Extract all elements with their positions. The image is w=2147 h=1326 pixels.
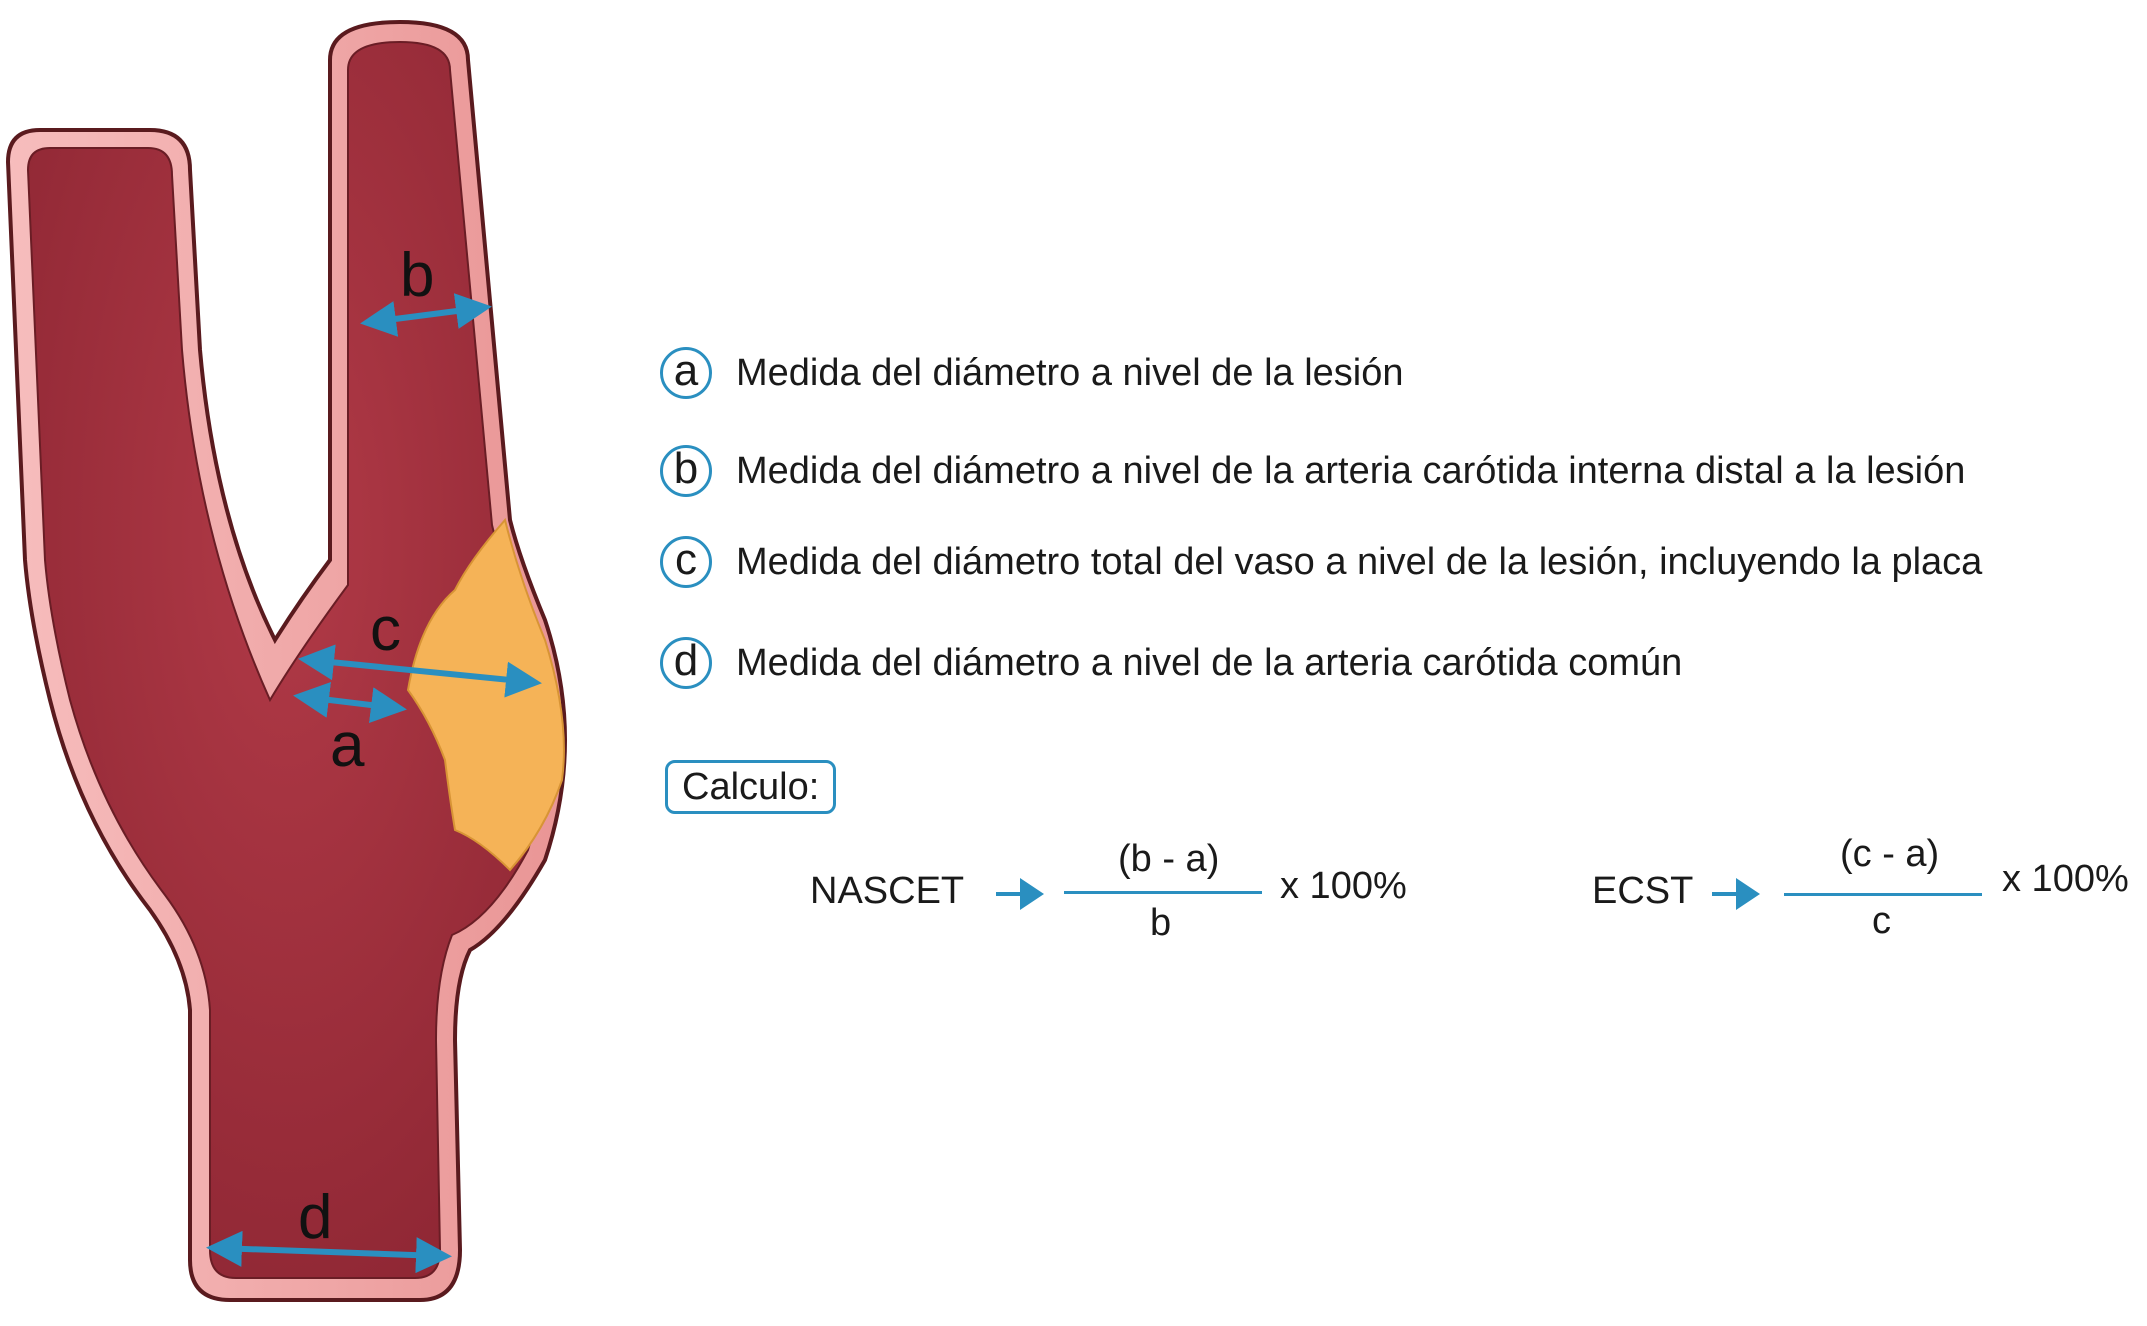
nascet-name: NASCET bbox=[810, 870, 965, 912]
label-d: d bbox=[298, 1183, 332, 1252]
legend-text-a: Medida del diámetro a nivel de la lesión bbox=[736, 351, 1404, 394]
legend-key-d: d bbox=[660, 637, 712, 689]
ecst-arrow-icon bbox=[1736, 878, 1760, 910]
ecst-name: ECST bbox=[1592, 870, 1694, 912]
nascet-numerator: (b - a) bbox=[1118, 838, 1220, 880]
nascet-multiplier: x 100% bbox=[1280, 865, 1407, 907]
legend-key-b: b bbox=[660, 445, 712, 497]
legend-text-d: Medida del diámetro a nivel de la arteri… bbox=[736, 641, 1683, 684]
legend-item-d: d Medida del diámetro a nivel de la arte… bbox=[660, 632, 1682, 694]
ecst-multiplier: x 100% bbox=[2002, 858, 2129, 900]
legend-key-c: c bbox=[660, 536, 712, 588]
nascet-arrow-shaft bbox=[996, 892, 1022, 896]
label-b: b bbox=[400, 241, 434, 310]
label-a: a bbox=[330, 711, 365, 780]
ecst-denominator: c bbox=[1872, 900, 1891, 942]
legend-text-b: Medida del diámetro a nivel de la arteri… bbox=[736, 449, 1966, 492]
legend-text-c: Medida del diámetro total del vaso a niv… bbox=[736, 540, 1983, 583]
nascet-fraction-bar bbox=[1064, 891, 1262, 894]
legend-item-c: c Medida del diámetro total del vaso a n… bbox=[660, 531, 1982, 593]
nascet-denominator: b bbox=[1150, 902, 1172, 944]
measure-a-arrow bbox=[293, 682, 407, 723]
calculo-label: Calculo: bbox=[665, 760, 837, 814]
measure-b-arrow bbox=[360, 293, 492, 337]
ecst-fraction-bar bbox=[1784, 893, 1982, 896]
measure-d-arrow bbox=[206, 1230, 452, 1274]
nascet-arrow-icon bbox=[1020, 878, 1044, 910]
legend-item-b: b Medida del diámetro a nivel de la arte… bbox=[660, 440, 1965, 502]
label-c: c bbox=[370, 595, 401, 664]
ecst-numerator: (c - a) bbox=[1840, 833, 1940, 875]
carotid-artery-diagram: b c a d bbox=[5, 19, 567, 1302]
ecst-arrow-shaft bbox=[1712, 892, 1738, 896]
calculo-text: Calculo: bbox=[682, 765, 820, 808]
legend-item-a: a Medida del diámetro a nivel de la lesi… bbox=[660, 342, 1404, 404]
measure-c-arrow bbox=[298, 644, 542, 698]
legend-key-a: a bbox=[660, 347, 712, 399]
